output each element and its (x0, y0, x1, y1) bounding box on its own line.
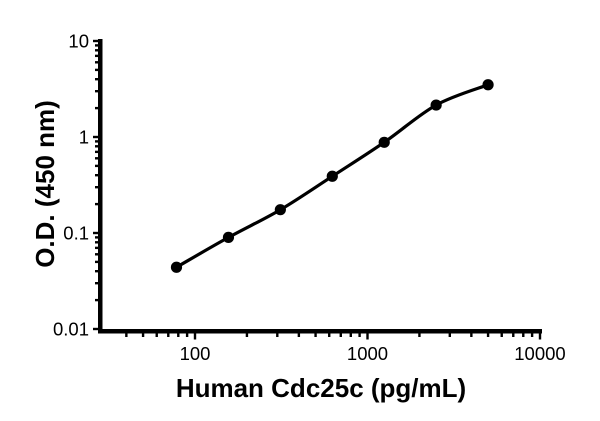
y-tick-label: 10 (68, 31, 89, 52)
y-tick-label: 0.1 (63, 223, 89, 244)
x-tick-label: 100 (180, 343, 211, 364)
data-point-marker (482, 79, 494, 91)
y-tick-label: 0.01 (53, 319, 89, 340)
y-tick-label: 1 (79, 127, 89, 148)
data-point-marker (326, 170, 338, 182)
data-point-marker (170, 261, 183, 273)
data-point-marker (222, 231, 235, 243)
data-point-marker (378, 136, 390, 148)
x-tick-label: 1000 (347, 343, 388, 364)
y-axis-title: O.D. (450 nm) (30, 100, 60, 268)
data-point-marker (430, 99, 442, 111)
plot-area: 10 1 0.1 0.01 100 1000 10000 (53, 31, 566, 365)
data-point-marker (274, 204, 286, 216)
x-axis-title: Human Cdc25c (pg/mL) (176, 373, 466, 403)
x-tick-label: 10000 (514, 343, 565, 364)
